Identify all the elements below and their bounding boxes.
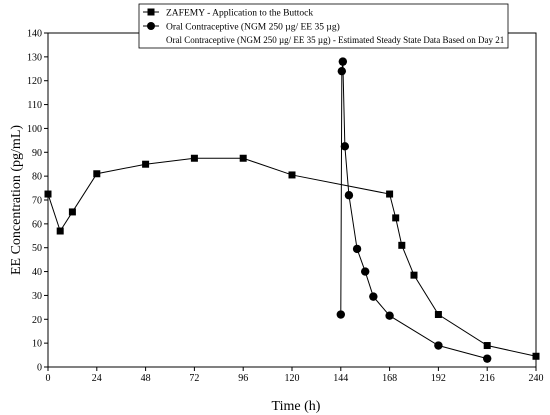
y-tick-label: 20 bbox=[32, 315, 42, 326]
y-tick-label: 130 bbox=[27, 52, 42, 63]
y-tick-label: 50 bbox=[32, 243, 42, 254]
y-tick-label: 60 bbox=[32, 219, 42, 230]
data-point-square bbox=[68, 208, 76, 216]
x-tick-label: 168 bbox=[382, 373, 397, 384]
y-tick-label: 0 bbox=[37, 363, 42, 374]
series-line bbox=[340, 61, 488, 360]
x-axis-title: Time (h) bbox=[272, 399, 321, 414]
legend-marker-circle bbox=[147, 22, 155, 30]
y-tick-label: 80 bbox=[32, 172, 42, 183]
y-tick-label: 100 bbox=[27, 124, 42, 135]
data-point-square bbox=[93, 170, 101, 178]
data-point-square bbox=[392, 214, 400, 222]
x-tick-label: 216 bbox=[480, 373, 495, 384]
data-point-square bbox=[532, 352, 540, 360]
data-point-circle bbox=[336, 310, 345, 319]
legend: ZAFEMY - Application to the Buttock Oral… bbox=[138, 3, 509, 49]
data-point-square bbox=[386, 190, 394, 198]
data-point-square bbox=[142, 160, 150, 168]
data-point-circle bbox=[338, 57, 348, 66]
axes: 0 24 48 72 96 120 144 168 192 216 240 0 10 20 30 40 50 60… bbox=[27, 29, 544, 385]
series-1 bbox=[44, 154, 540, 360]
data-point-square bbox=[44, 190, 52, 198]
x-tick-label: 120 bbox=[285, 373, 300, 384]
data-point-square bbox=[434, 311, 442, 319]
plot-frame bbox=[47, 32, 537, 368]
legend-marker-square bbox=[147, 8, 155, 16]
data-point-square bbox=[288, 171, 296, 179]
x-tick-label: 24 bbox=[92, 373, 102, 384]
x-tick-label: 192 bbox=[431, 373, 446, 384]
data-point-circle bbox=[340, 142, 350, 151]
legend-entry-oral: Oral Contraceptive (NGM 250 µg/ EE 35 µg… bbox=[166, 22, 340, 33]
y-tick-label: 140 bbox=[27, 29, 42, 40]
data-point-circle bbox=[337, 66, 347, 76]
x-tick-label: 72 bbox=[189, 373, 199, 384]
data-point-square bbox=[239, 154, 247, 162]
x-tick-label: 0 bbox=[46, 373, 51, 384]
x-tick-label: 96 bbox=[238, 373, 248, 384]
data-point-square bbox=[410, 271, 418, 279]
data-point-circle bbox=[434, 341, 443, 350]
y-tick-label: 70 bbox=[32, 196, 42, 207]
y-tick-label: 40 bbox=[32, 267, 42, 278]
y-tick-label: 120 bbox=[27, 76, 42, 87]
data-point-circle bbox=[483, 354, 492, 363]
series-line bbox=[47, 157, 537, 357]
y-axis-title: EE Concentration (pg/mL) bbox=[9, 125, 24, 275]
data-point-circle bbox=[344, 191, 354, 200]
data-point-square bbox=[56, 227, 64, 235]
data-point-circle bbox=[385, 311, 394, 320]
x-tick-label: 240 bbox=[529, 373, 544, 384]
data-point-square bbox=[483, 342, 491, 350]
legend-entry-oral-estimated: Oral Contraceptive (NGM 250 µg/ EE 35 µg… bbox=[166, 35, 504, 45]
y-tick-label: 30 bbox=[32, 291, 42, 302]
data-point-circle bbox=[361, 267, 370, 276]
x-tick-label: 48 bbox=[141, 373, 151, 384]
series-2 bbox=[336, 57, 492, 363]
legend-entry-zafemy: ZAFEMY - Application to the Buttock bbox=[166, 9, 313, 19]
data-point-square bbox=[190, 154, 198, 162]
y-tick-label: 90 bbox=[32, 148, 42, 159]
y-tick-label: 110 bbox=[27, 100, 42, 111]
series-layer bbox=[44, 57, 540, 363]
y-tick-label: 10 bbox=[32, 339, 42, 350]
data-point-circle bbox=[352, 244, 362, 254]
data-point-square bbox=[398, 241, 406, 249]
x-tick-label: 144 bbox=[333, 373, 348, 384]
data-point-circle bbox=[369, 292, 378, 301]
legend-box bbox=[138, 3, 509, 49]
